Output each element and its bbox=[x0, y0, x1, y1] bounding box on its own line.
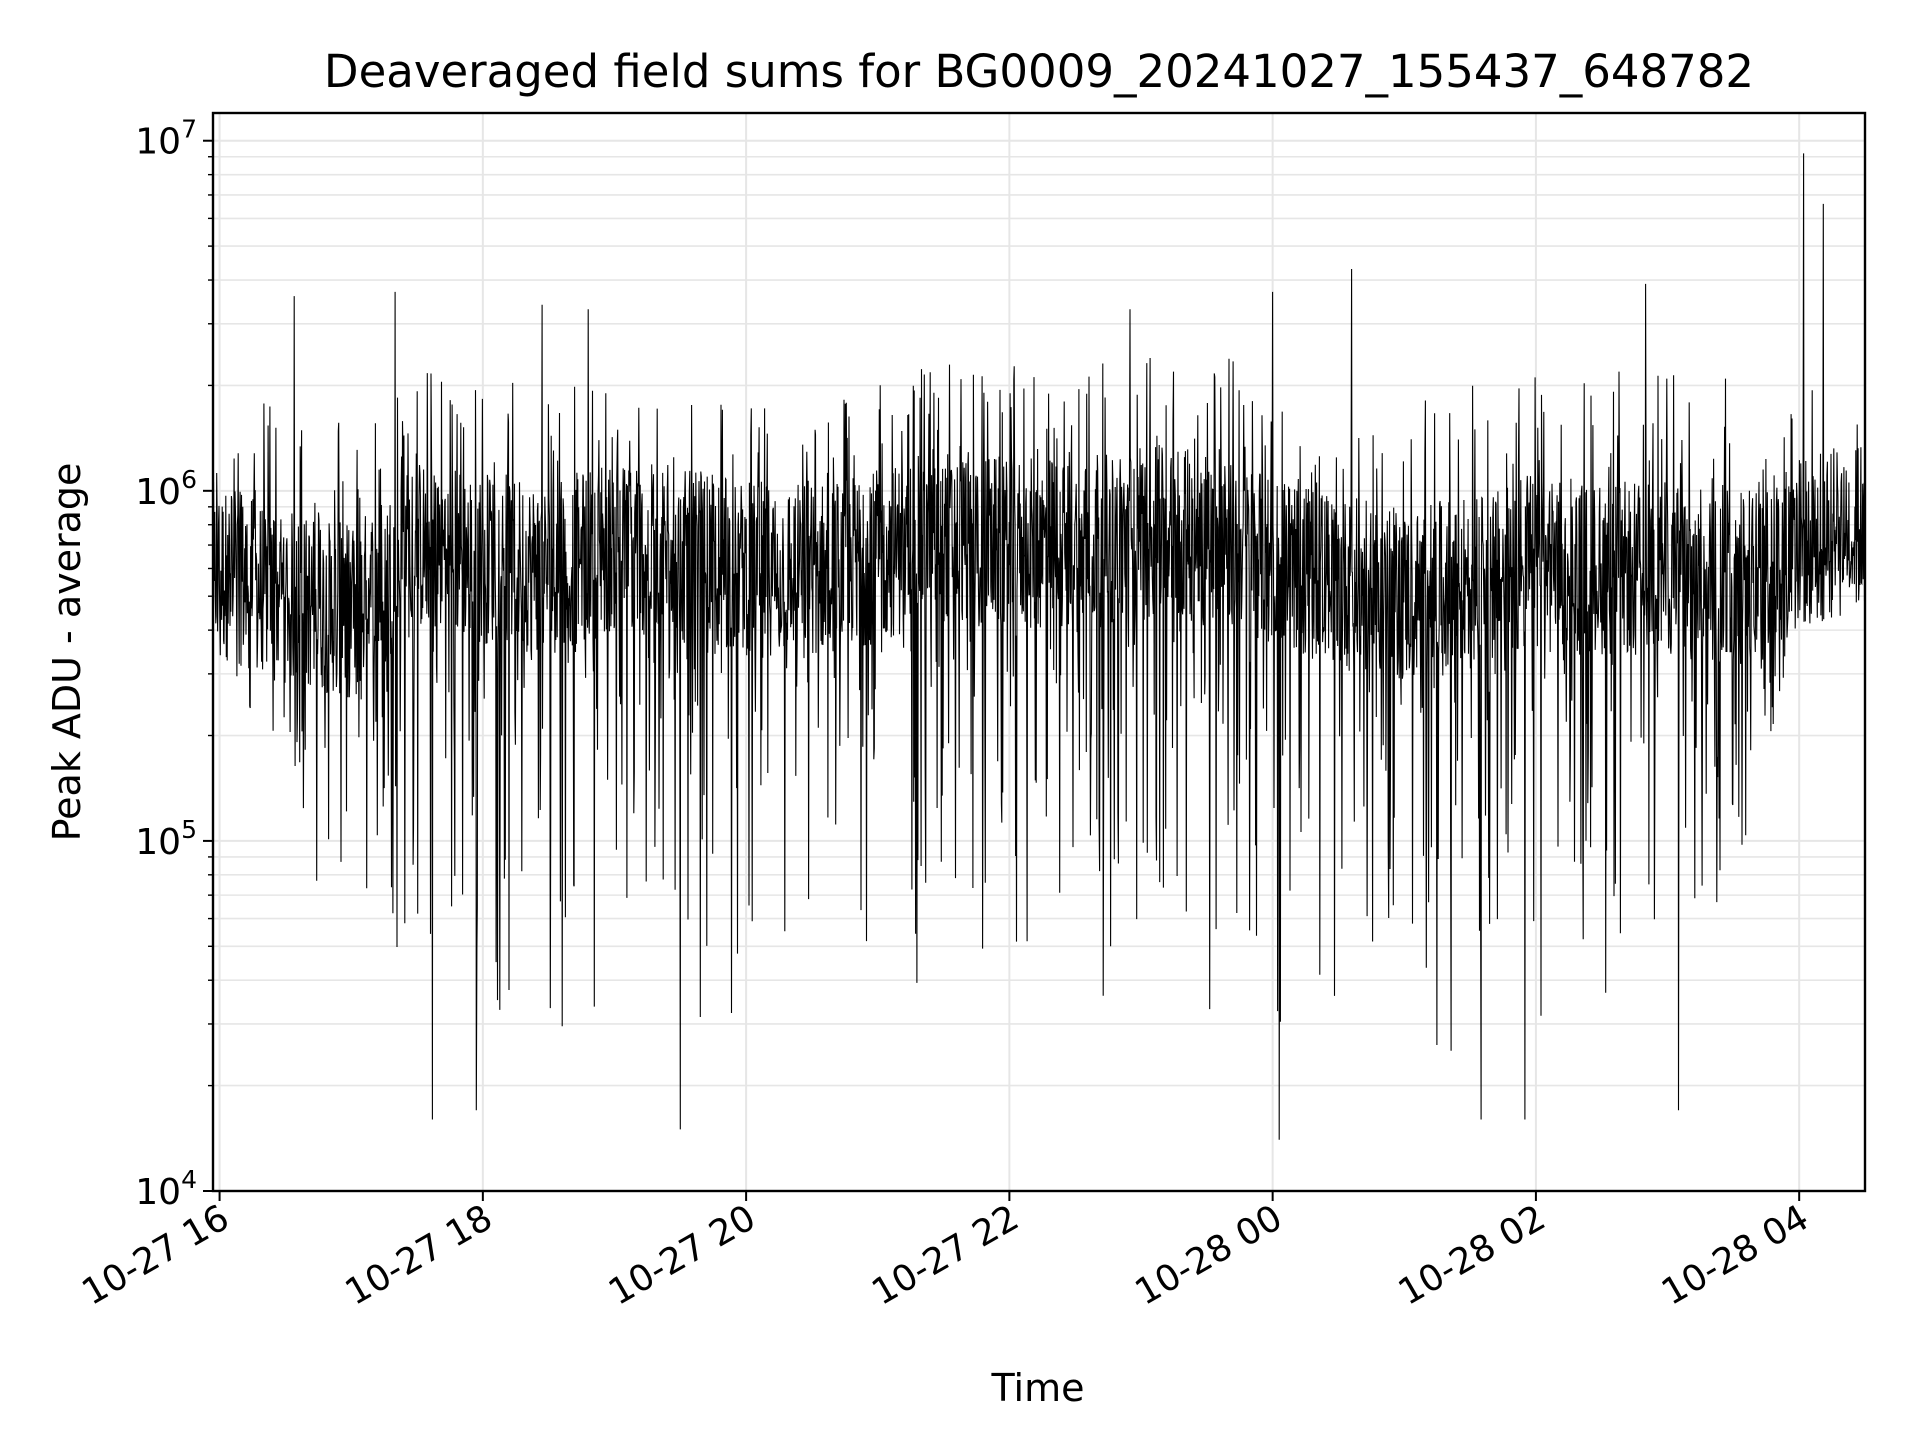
y-axis-label: Peak ADU - average bbox=[45, 463, 89, 842]
x-axis-label: Time bbox=[991, 1366, 1085, 1410]
series-line bbox=[213, 153, 1865, 1140]
plot-area bbox=[213, 153, 1865, 1140]
plot-frame bbox=[211, 111, 1867, 1193]
chart-title: Deaveraged field sums for BG0009_2024102… bbox=[324, 45, 1754, 98]
